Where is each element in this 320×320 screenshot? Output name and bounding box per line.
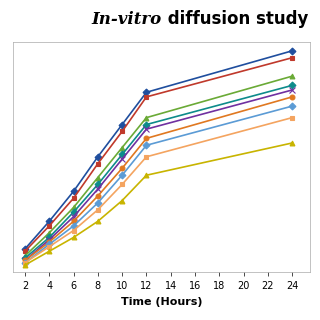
Line: F2: F2: [22, 55, 295, 254]
F7: [47, 243, 51, 246]
F8: [47, 245, 51, 249]
F2: [120, 130, 124, 133]
F6: [145, 136, 148, 140]
F3: [23, 254, 27, 258]
F1: [72, 189, 76, 193]
F3: [145, 116, 148, 120]
F9: [96, 220, 100, 223]
F7: [72, 224, 76, 228]
F3: [72, 205, 76, 209]
F4: [290, 84, 294, 87]
F3: [120, 146, 124, 149]
Text: diffusion study: diffusion study: [162, 10, 308, 28]
F2: [145, 95, 148, 99]
F2: [72, 196, 76, 200]
F9: [47, 249, 51, 253]
F4: [23, 256, 27, 260]
F8: [120, 182, 124, 186]
F4: [47, 236, 51, 239]
F6: [23, 259, 27, 262]
F5: [120, 157, 124, 161]
F4: [145, 123, 148, 126]
F1: [47, 220, 51, 223]
Line: F6: F6: [22, 94, 295, 263]
F5: [47, 238, 51, 242]
F7: [23, 261, 27, 265]
F2: [96, 162, 100, 166]
F7: [290, 104, 294, 108]
F3: [96, 176, 100, 180]
Line: F5: F5: [22, 87, 295, 264]
F5: [96, 187, 100, 191]
F9: [120, 199, 124, 203]
F5: [290, 88, 294, 92]
F6: [120, 166, 124, 170]
F2: [23, 249, 27, 253]
F9: [145, 173, 148, 177]
F6: [72, 220, 76, 223]
Line: F8: F8: [22, 115, 295, 265]
F6: [290, 95, 294, 99]
F6: [96, 194, 100, 198]
F4: [72, 210, 76, 214]
Line: F7: F7: [22, 104, 295, 265]
F8: [145, 155, 148, 159]
F9: [72, 236, 76, 239]
F8: [96, 208, 100, 212]
X-axis label: Time (Hours): Time (Hours): [121, 297, 202, 307]
F1: [120, 123, 124, 126]
F2: [47, 224, 51, 228]
Line: F1: F1: [22, 48, 295, 252]
F9: [23, 263, 27, 267]
F8: [23, 261, 27, 265]
F3: [47, 231, 51, 235]
F7: [120, 173, 124, 177]
F6: [47, 240, 51, 244]
F1: [96, 155, 100, 159]
F8: [290, 116, 294, 120]
F3: [290, 74, 294, 78]
F5: [145, 127, 148, 131]
F7: [145, 143, 148, 147]
F5: [23, 259, 27, 262]
F8: [72, 228, 76, 232]
F1: [23, 247, 27, 251]
Line: F3: F3: [22, 74, 295, 258]
Text: In-vitro: In-vitro: [91, 11, 162, 28]
F1: [145, 90, 148, 94]
Line: F4: F4: [22, 83, 295, 260]
Line: F9: F9: [22, 140, 295, 268]
F9: [290, 141, 294, 145]
F5: [72, 215, 76, 219]
F2: [290, 56, 294, 60]
F4: [96, 182, 100, 186]
F4: [120, 153, 124, 156]
F1: [290, 49, 294, 53]
F7: [96, 201, 100, 205]
